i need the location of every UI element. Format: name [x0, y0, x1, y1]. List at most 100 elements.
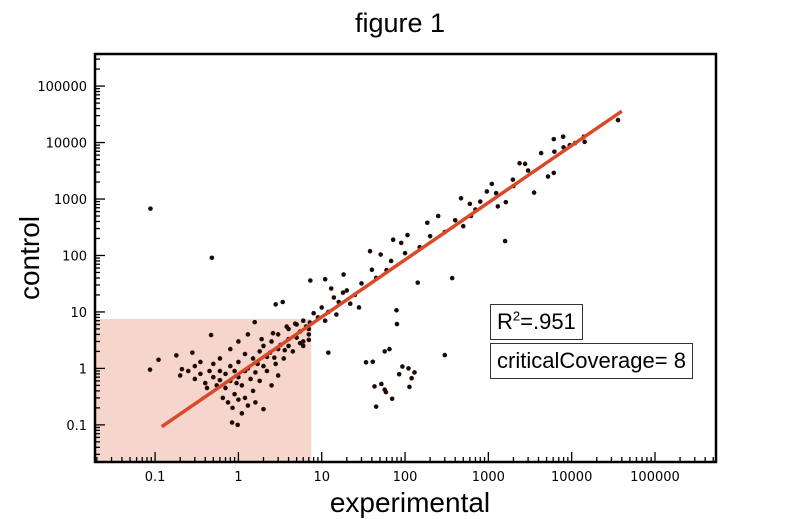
- y-tick-label: 100: [62, 249, 87, 264]
- data-point: [306, 337, 312, 343]
- data-point: [306, 332, 312, 337]
- data-point: [525, 168, 531, 173]
- data-point: [275, 373, 281, 378]
- data-point: [253, 400, 258, 405]
- data-point: [378, 252, 383, 257]
- data-point: [198, 371, 203, 377]
- data-point: [204, 385, 210, 391]
- data-point: [435, 213, 441, 219]
- data-point: [223, 385, 228, 391]
- data-point: [236, 359, 241, 365]
- data-point: [359, 281, 364, 286]
- data-point: [209, 255, 215, 261]
- data-point: [270, 330, 276, 336]
- data-point: [531, 190, 537, 195]
- x-tick-label: 10000: [551, 470, 592, 485]
- data-point: [207, 368, 212, 374]
- data-point: [259, 336, 264, 342]
- data-point: [228, 363, 233, 369]
- data-point: [250, 388, 256, 394]
- data-point: [383, 389, 389, 395]
- data-point: [280, 299, 285, 305]
- data-point: [261, 343, 266, 349]
- data-point: [275, 332, 281, 337]
- x-tick-label: 0.1: [145, 470, 166, 485]
- data-point: [245, 403, 251, 408]
- data-point: [234, 380, 239, 386]
- data-point: [220, 395, 226, 401]
- data-point: [460, 223, 466, 229]
- data-point: [311, 310, 316, 316]
- data-point: [282, 347, 288, 353]
- data-point: [228, 346, 233, 352]
- data-point: [229, 420, 235, 425]
- data-point: [319, 305, 325, 310]
- data-point: [300, 343, 306, 349]
- data-point: [615, 117, 621, 123]
- y-tick-label: 10000: [46, 137, 87, 152]
- data-point: [388, 258, 394, 264]
- data-point: [356, 305, 362, 310]
- data-point: [402, 250, 408, 256]
- data-point: [477, 199, 483, 204]
- data-point: [538, 150, 544, 156]
- data-point: [148, 206, 153, 211]
- data-point: [264, 368, 270, 374]
- data-point: [269, 383, 274, 388]
- data-point: [372, 384, 377, 389]
- data-point: [552, 149, 557, 154]
- data-point: [232, 391, 237, 397]
- data-point: [192, 376, 198, 382]
- x-tick-label: 1000: [472, 470, 505, 485]
- data-point: [156, 357, 161, 363]
- data-point: [253, 370, 258, 375]
- data-point: [284, 324, 290, 329]
- data-point: [225, 400, 231, 405]
- data-point: [412, 370, 417, 375]
- chart-title: figure 1: [354, 8, 446, 38]
- data-point: [217, 368, 223, 374]
- y-tick-label: 0.1: [66, 419, 87, 434]
- data-point: [239, 383, 245, 388]
- data-point: [292, 321, 298, 326]
- data-point: [363, 360, 369, 365]
- data-point: [415, 280, 421, 285]
- data-point: [235, 422, 240, 428]
- x-tick-label: 100000: [630, 470, 680, 485]
- shaded-region: [95, 318, 312, 462]
- data-point: [190, 350, 195, 355]
- data-point: [406, 366, 411, 371]
- data-point: [409, 375, 414, 381]
- r-squared-value: =.951: [520, 309, 576, 334]
- data-point: [281, 356, 287, 361]
- data-point: [369, 267, 375, 272]
- data-point: [394, 321, 400, 327]
- data-point: [510, 177, 516, 182]
- x-tick-label: 1: [234, 470, 242, 485]
- data-point: [389, 396, 395, 402]
- data-point: [442, 352, 448, 358]
- data-point: [407, 384, 412, 390]
- data-point: [347, 301, 353, 306]
- data-point: [449, 275, 455, 281]
- axis-ticks: 0.1 1 10 100 1000 10000 100000 0.1 1 10 100 1000 100…: [37, 58, 714, 485]
- data-point: [334, 312, 339, 317]
- data-point: [261, 406, 266, 412]
- y-tick-label: 10: [70, 306, 87, 321]
- data-point: [211, 361, 216, 367]
- fit-line: [160, 109, 623, 429]
- data-point: [582, 139, 587, 145]
- data-point: [273, 361, 278, 367]
- y-axis-label: control: [14, 215, 45, 301]
- data-point: [551, 136, 557, 142]
- data-point: [427, 233, 433, 239]
- data-point: [467, 201, 473, 207]
- data-point: [493, 190, 499, 196]
- data-point: [257, 349, 262, 354]
- data-point: [502, 238, 508, 244]
- data-point: [484, 189, 490, 194]
- r-squared-superscript: 2: [512, 308, 521, 324]
- data-point: [179, 366, 185, 372]
- data-point: [560, 134, 566, 139]
- x-tick-label: 10: [313, 470, 330, 485]
